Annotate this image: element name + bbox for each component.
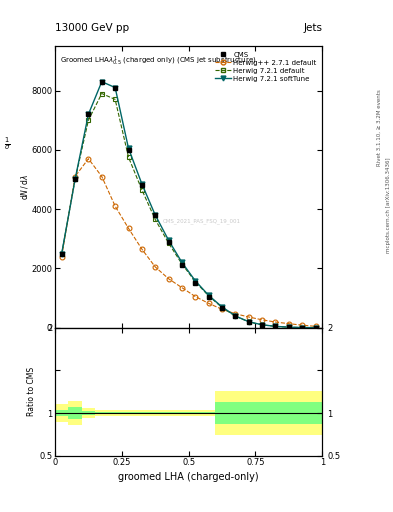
Text: CMS_2021_PAS_FSQ_19_001: CMS_2021_PAS_FSQ_19_001	[163, 218, 241, 224]
Text: Groomed LHA$\lambda^{1}_{0.5}$ (charged only) (CMS jet substructure): Groomed LHA$\lambda^{1}_{0.5}$ (charged …	[61, 55, 257, 68]
Text: Jets: Jets	[303, 23, 322, 33]
X-axis label: groomed LHA (charged-only): groomed LHA (charged-only)	[118, 472, 259, 482]
Text: mcplots.cern.ch [arXiv:1306.3436]: mcplots.cern.ch [arXiv:1306.3436]	[386, 157, 391, 252]
Legend: CMS, Herwig++ 2.7.1 default, Herwig 7.2.1 default, Herwig 7.2.1 softTune: CMS, Herwig++ 2.7.1 default, Herwig 7.2.…	[213, 50, 319, 84]
Text: 13000 GeV pp: 13000 GeV pp	[55, 23, 129, 33]
Text: $\frac{1}{\sigma}$: $\frac{1}{\sigma}$	[4, 135, 10, 152]
Text: Rivet 3.1.10, ≥ 3.2M events: Rivet 3.1.10, ≥ 3.2M events	[377, 90, 382, 166]
Y-axis label: $\mathrm{d}N\,/\,\mathrm{d}\lambda$: $\mathrm{d}N\,/\,\mathrm{d}\lambda$	[19, 174, 30, 200]
Y-axis label: Ratio to CMS: Ratio to CMS	[28, 367, 36, 416]
